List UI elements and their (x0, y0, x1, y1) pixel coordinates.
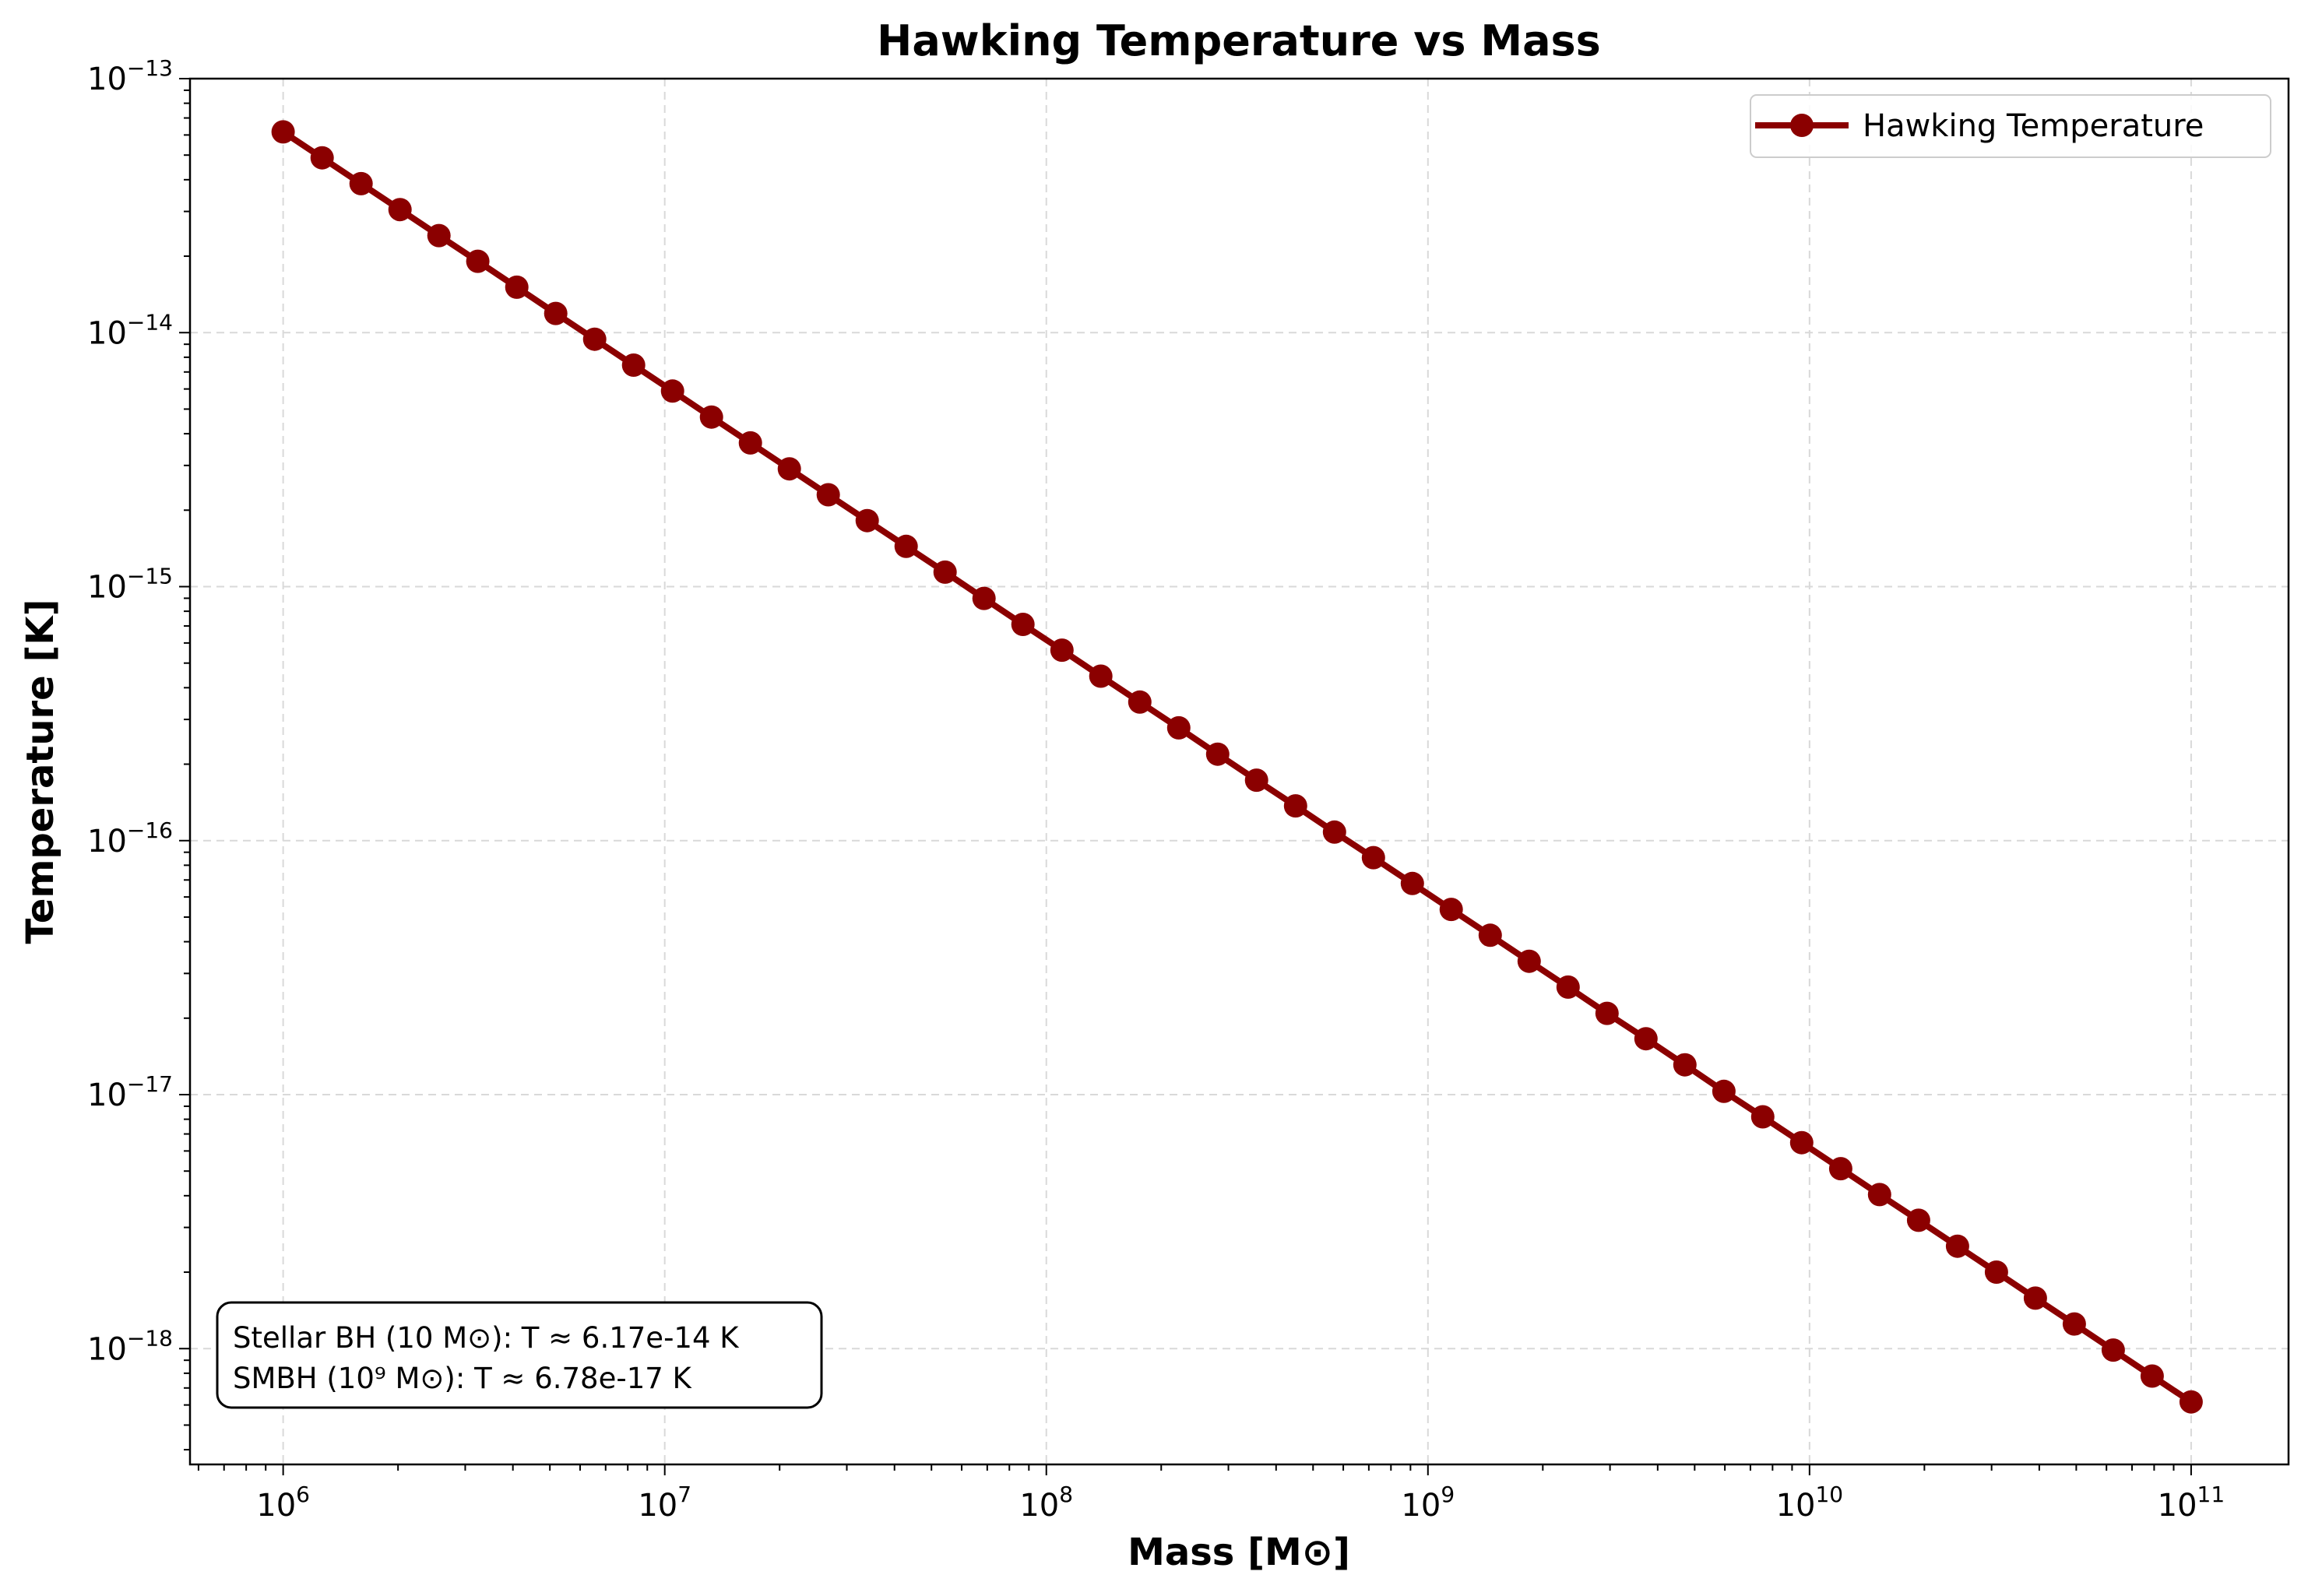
chart-title: Hawking Temperature vs Mass (877, 16, 1601, 65)
data-point (1906, 1208, 1930, 1232)
data-point (427, 223, 451, 248)
x-axis-label: Mass [M⊙] (1128, 1531, 1350, 1574)
legend-marker-swatch (1790, 114, 1814, 137)
data-point (2179, 1390, 2203, 1414)
annotation-line-2: SMBH (10⁹ M⊙): T ≈ 6.78e-17 K (233, 1362, 693, 1395)
legend-label: Hawking Temperature (1863, 108, 2204, 144)
data-point (1556, 975, 1580, 999)
data-point (2101, 1338, 2125, 1362)
data-point (1673, 1053, 1697, 1077)
data-point (271, 120, 295, 144)
grid (190, 78, 2289, 1464)
data-point (1050, 638, 1074, 663)
data-point (1011, 613, 1035, 636)
data-point (466, 249, 490, 273)
data-point (1478, 923, 1502, 947)
data-point (699, 405, 723, 429)
data-point (349, 171, 373, 195)
x-tick-labels: 106 107 108 109 1010 1011 (256, 1482, 2225, 1524)
x-tick-label: 1010 (1776, 1482, 1844, 1524)
data-point (621, 353, 646, 377)
data-point (933, 560, 957, 584)
data-point (544, 301, 568, 325)
plot-frame (188, 77, 2290, 1466)
x-tick-label: 107 (638, 1482, 691, 1524)
series-markers (271, 120, 2203, 1414)
annotation-line-1: Stellar BH (10 M⊙): T ≈ 6.17e-14 K (233, 1321, 740, 1355)
data-point (1361, 845, 1385, 870)
y-tick-label: 10−13 (87, 55, 173, 97)
data-point (1244, 768, 1268, 793)
data-point (1945, 1234, 1969, 1258)
data-point (388, 198, 412, 222)
data-point (1789, 1130, 1814, 1155)
data-point (1517, 949, 1541, 973)
data-point (1439, 898, 1463, 922)
data-point (582, 327, 607, 351)
data-point (2140, 1364, 2164, 1388)
y-tick-label: 10−16 (87, 817, 173, 860)
data-point (1400, 871, 1424, 895)
x-tick-label: 108 (1019, 1482, 1073, 1524)
data-point (1595, 1001, 1619, 1025)
data-point (505, 275, 529, 299)
data-point (1322, 820, 1346, 844)
data-point (1634, 1027, 1658, 1051)
data-point (777, 457, 801, 481)
data-point (1828, 1157, 1852, 1181)
data-point (894, 534, 918, 558)
data-point (1089, 664, 1113, 688)
data-point (1283, 794, 1307, 818)
y-tick-labels: 10−13 10−14 10−15 10−16 10−17 10−18 (87, 55, 173, 1367)
data-point (1867, 1183, 1891, 1207)
major-ticks (179, 78, 2192, 1475)
legend-box (1750, 94, 2271, 158)
y-tick-label: 10−17 (87, 1071, 173, 1113)
data-point (1984, 1260, 2008, 1284)
data-point (2062, 1312, 2086, 1336)
data-point (1166, 715, 1191, 740)
data-point (972, 586, 996, 610)
x-tick-label: 109 (1401, 1482, 1455, 1524)
data-point (738, 431, 762, 455)
x-tick-label: 106 (256, 1482, 310, 1524)
data-point (1712, 1079, 1736, 1103)
series-hawking-temperature (271, 120, 2203, 1414)
data-point (310, 146, 334, 170)
x-tick-label: 1011 (2158, 1482, 2225, 1524)
y-tick-label: 10−18 (87, 1325, 173, 1367)
data-point (855, 508, 879, 533)
data-point (1750, 1105, 1775, 1129)
data-point (1205, 742, 1230, 766)
data-point (660, 379, 684, 403)
data-point (816, 483, 840, 507)
y-axis-label: Temperature [K] (19, 599, 62, 944)
annotation-frame (216, 1301, 823, 1409)
minor-ticks (184, 89, 2175, 1471)
data-point (1128, 690, 1152, 714)
y-tick-label: 10−14 (87, 309, 173, 351)
data-point (2023, 1286, 2047, 1310)
y-tick-label: 10−15 (87, 564, 173, 606)
annotation-box: Stellar BH (10 M⊙): T ≈ 6.17e-14 K SMBH … (216, 1301, 823, 1409)
legend: Hawking Temperature (1750, 94, 2271, 158)
